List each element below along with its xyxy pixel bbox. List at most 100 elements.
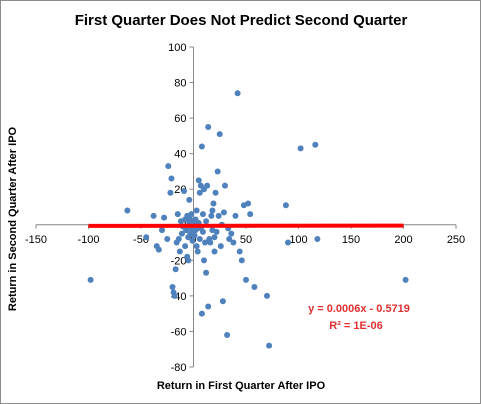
- data-point: [159, 227, 165, 234]
- data-point: [124, 207, 131, 214]
- data-point: [215, 212, 222, 219]
- data-point: [245, 200, 252, 207]
- points: [87, 90, 409, 349]
- y-tick-label: 80: [174, 78, 186, 90]
- data-point: [230, 239, 237, 246]
- x-tick-label: 250: [447, 234, 465, 246]
- data-point: [188, 211, 195, 218]
- data-point: [169, 284, 176, 290]
- data-point: [186, 196, 193, 203]
- data-point: [243, 276, 249, 283]
- data-point: [155, 246, 162, 253]
- data-point: [196, 189, 203, 196]
- data-point: [282, 202, 289, 209]
- data-point: [181, 188, 188, 194]
- data-point: [201, 257, 207, 264]
- x-tick-label: 150: [342, 234, 360, 246]
- data-point: [171, 292, 178, 299]
- data-point: [234, 90, 241, 97]
- x-axis-label: Return in First Quarter After IPO: [157, 380, 326, 392]
- data-point: [193, 207, 200, 214]
- data-point: [219, 298, 226, 305]
- data-point: [208, 212, 215, 219]
- data-point: [226, 236, 233, 242]
- data-point: [228, 230, 235, 237]
- y-tick-label: 60: [174, 113, 186, 125]
- data-point: [314, 236, 321, 242]
- data-point: [312, 141, 319, 148]
- data-point: [150, 212, 157, 219]
- y-tick-label: -20: [171, 255, 187, 267]
- data-point: [183, 227, 190, 234]
- data-point: [202, 239, 209, 246]
- data-point: [191, 232, 198, 239]
- trendline-r-squared: R² = 1E-06: [329, 320, 383, 332]
- data-point: [217, 243, 224, 250]
- data-point: [213, 228, 220, 235]
- data-point: [176, 248, 183, 255]
- data-point: [224, 332, 231, 338]
- data-point: [185, 257, 192, 264]
- data-point: [194, 248, 201, 255]
- data-point: [178, 230, 185, 237]
- data-point: [220, 209, 227, 216]
- data-point: [199, 228, 206, 235]
- data-point: [264, 292, 270, 299]
- data-point: [143, 234, 150, 241]
- data-point: [196, 236, 203, 242]
- data-point: [214, 168, 221, 175]
- data-point: [266, 342, 273, 349]
- data-point: [193, 243, 200, 250]
- data-point: [297, 145, 304, 152]
- axes: -150-100-50050100150200250-80-60-40-2002…: [25, 42, 465, 374]
- data-point: [205, 303, 212, 310]
- data-point: [189, 237, 196, 244]
- data-point: [236, 248, 243, 255]
- data-point: [203, 269, 210, 276]
- x-tick-label: -100: [77, 234, 99, 246]
- trendline-equation: y = 0.0006x - 0.5719: [308, 303, 410, 315]
- data-point: [204, 182, 211, 189]
- data-point: [203, 218, 210, 225]
- data-point: [161, 214, 168, 221]
- data-point: [207, 239, 214, 246]
- data-point: [210, 200, 217, 207]
- x-tick-label: 50: [240, 234, 252, 246]
- data-point: [165, 163, 172, 170]
- data-point: [232, 212, 239, 219]
- data-point: [175, 236, 182, 242]
- data-point: [87, 276, 94, 283]
- data-point: [285, 239, 291, 246]
- y-tick-label: -60: [171, 326, 187, 338]
- data-point: [251, 284, 258, 290]
- data-point: [212, 189, 219, 196]
- data-point: [222, 182, 228, 189]
- x-tick-label: 100: [289, 234, 307, 246]
- data-point: [195, 177, 202, 184]
- x-tick-label: -150: [25, 234, 47, 246]
- data-point: [167, 189, 174, 196]
- y-axis-label: Return in Second Quarter After IPO: [7, 126, 19, 311]
- data-point: [182, 243, 189, 250]
- data-point: [174, 211, 181, 218]
- y-tick-label: -80: [171, 362, 187, 374]
- y-tick-label: 40: [174, 149, 186, 161]
- data-point: [205, 124, 212, 130]
- chart-title: First Quarter Does Not Predict Second Qu…: [75, 12, 408, 29]
- data-point: [247, 211, 254, 218]
- data-point: [172, 266, 179, 273]
- data-point: [168, 175, 175, 182]
- data-point: [238, 257, 245, 264]
- data-point: [216, 131, 223, 138]
- x-tick-label: 200: [394, 234, 412, 246]
- data-point: [198, 143, 205, 150]
- data-point: [209, 207, 216, 214]
- data-point: [211, 234, 218, 241]
- y-tick-label: 100: [168, 42, 186, 54]
- data-point: [211, 248, 218, 255]
- data-point: [199, 211, 206, 218]
- data-point: [164, 236, 171, 242]
- data-point: [402, 276, 409, 283]
